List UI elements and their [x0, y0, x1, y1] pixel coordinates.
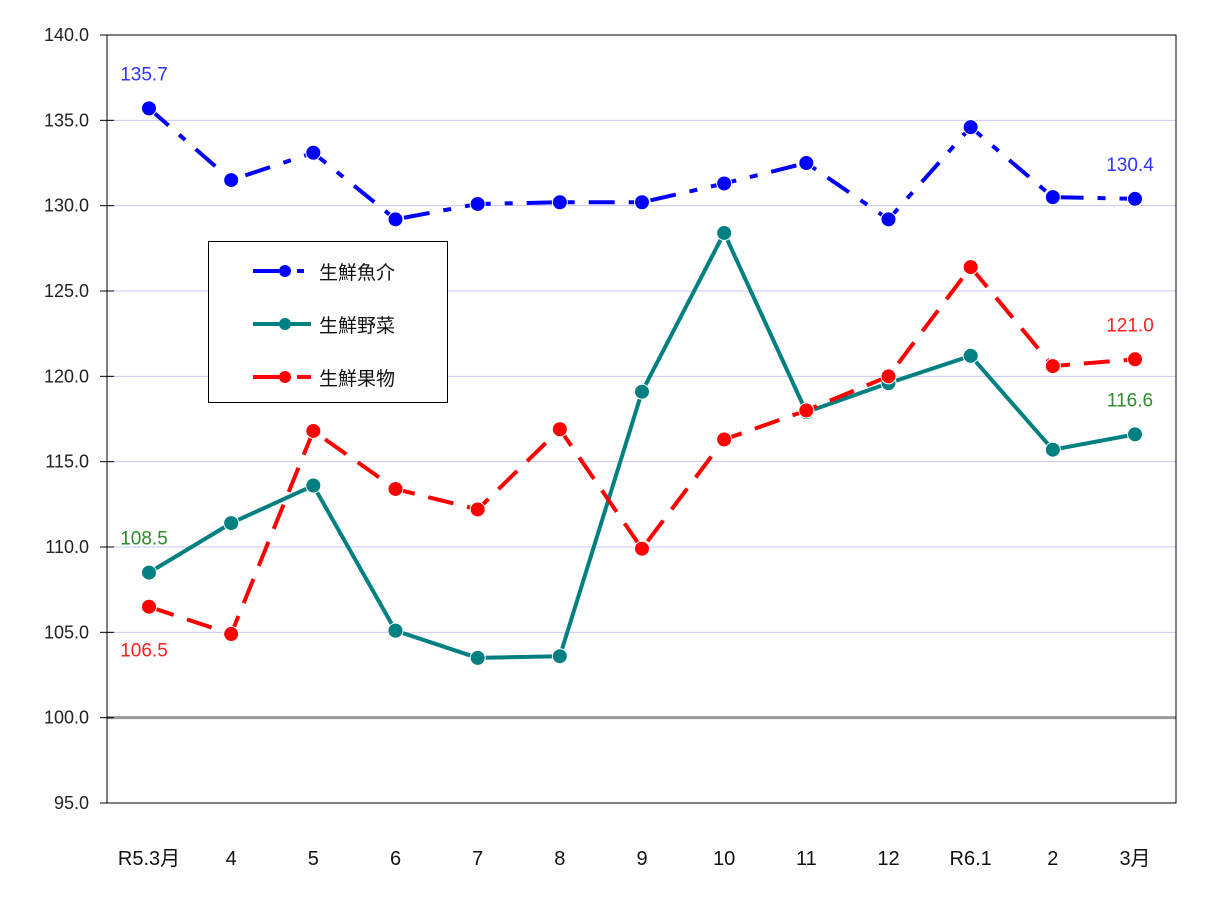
data-label: 121.0 [1106, 315, 1154, 336]
data-point [798, 402, 815, 419]
solid-line-marker-icon [253, 318, 311, 330]
x-tick-label: 7 [472, 848, 483, 870]
y-tick-label: 110.0 [45, 537, 89, 557]
legend-item-vegetable: 生鮮野菜 [251, 312, 396, 337]
data-point [141, 564, 157, 581]
legend-item-fruit: 生鮮果物 [251, 365, 396, 390]
series-生鮮魚介 [141, 100, 1143, 228]
legend: 生鮮魚介 生鮮野菜 生鮮果物 [208, 241, 448, 403]
y-tick-label: 135.0 [44, 110, 89, 130]
data-label: 135.7 [120, 64, 168, 85]
data-point [469, 501, 486, 518]
series-lines [141, 100, 1143, 666]
x-axis: R5.3月 4 5 6 7 8 9 10 11 12 R6.1 2 3月 [118, 848, 1151, 870]
data-point [387, 622, 404, 639]
x-tick-label: 11 [796, 848, 817, 870]
x-tick-label: 10 [713, 848, 735, 870]
dashed-line-marker-icon [253, 371, 311, 383]
legend-label: 生鮮野菜 [319, 315, 396, 337]
x-tick-label: 2 [1047, 848, 1058, 870]
data-point [141, 100, 157, 117]
series-生鮮果物 [141, 259, 1143, 643]
x-tick-label: 9 [636, 848, 647, 870]
x-tick-label: 4 [226, 848, 237, 870]
y-tick-label: 95.0 [54, 793, 89, 813]
legend-label: 生鮮果物 [319, 368, 396, 390]
y-tick-label: 130.0 [44, 196, 89, 216]
data-label: 106.5 [120, 641, 168, 662]
data-point [1044, 189, 1061, 206]
data-point [1127, 190, 1143, 207]
data-point [1127, 351, 1143, 368]
data-label: 130.4 [1106, 155, 1154, 176]
data-point [962, 259, 979, 276]
data-point [387, 211, 404, 228]
data-point [634, 194, 650, 211]
dash-dot-line-marker-icon [253, 265, 304, 277]
y-tick-label: 125.0 [44, 281, 89, 301]
legend-item-fish: 生鮮魚介 [251, 259, 396, 284]
x-tick-label: R5.3月 [118, 848, 180, 870]
y-tick-label: 105.0 [44, 622, 89, 642]
data-point [305, 477, 322, 494]
data-point [305, 422, 322, 439]
data-point [634, 540, 650, 557]
x-tick-label: R6.1 [950, 848, 992, 870]
data-point [223, 515, 240, 532]
y-axis: 140.0 135.0 130.0 125.0 120.0 115.0 110.0 105.0… [44, 25, 114, 813]
data-point [1044, 441, 1061, 458]
data-point [962, 119, 979, 136]
x-tick-label: 8 [554, 848, 565, 870]
data-point [551, 648, 568, 665]
x-tick-label: 3月 [1119, 848, 1150, 870]
data-point [634, 383, 650, 400]
y-tick-label: 120.0 [44, 366, 89, 386]
plot-frame [106, 34, 1177, 804]
data-point [1044, 358, 1061, 375]
data-point [880, 368, 897, 385]
y-tick-label: 140.0 [44, 25, 89, 45]
data-point [141, 598, 157, 615]
data-label: 116.6 [1107, 390, 1153, 411]
data-point [469, 649, 486, 666]
legend-label: 生鮮魚介 [319, 262, 396, 284]
data-point [387, 480, 404, 497]
data-point [223, 626, 240, 643]
y-tick-label: 115.0 [45, 452, 89, 472]
data-point [798, 155, 815, 171]
data-point [716, 224, 733, 241]
data-point [962, 347, 979, 364]
data-label: 108.5 [120, 529, 168, 550]
y-tick-label: 100.0 [44, 708, 89, 728]
data-point [305, 144, 322, 161]
data-point [716, 175, 733, 192]
data-point [716, 431, 733, 448]
data-point [223, 172, 240, 189]
x-tick-label: 6 [390, 848, 401, 870]
x-tick-label: 5 [308, 848, 319, 870]
x-tick-label: 12 [877, 848, 899, 870]
data-point [551, 194, 568, 211]
data-point [469, 195, 486, 212]
data-labels: 135.7 130.4 108.5 116.6 106.5 121.0 [120, 64, 1154, 661]
data-point [1127, 426, 1143, 443]
data-point [551, 421, 568, 438]
data-point [880, 211, 897, 228]
